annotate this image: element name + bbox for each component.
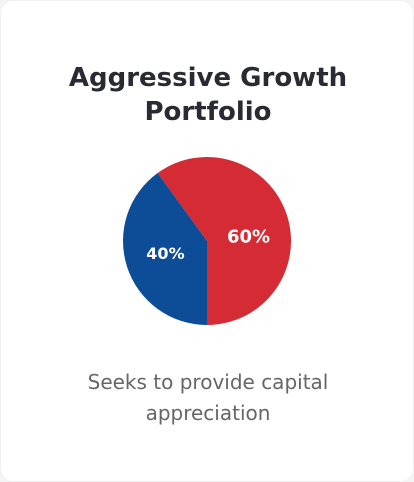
card-description: Seeks to provide capital appreciation [87, 370, 329, 425]
slice-label: 60% [227, 227, 270, 248]
card-title: Aggressive Growth Portfolio [68, 63, 348, 127]
pie-slice [157, 156, 292, 325]
pie-slice [123, 173, 207, 325]
slice-label: 40% [146, 244, 184, 263]
